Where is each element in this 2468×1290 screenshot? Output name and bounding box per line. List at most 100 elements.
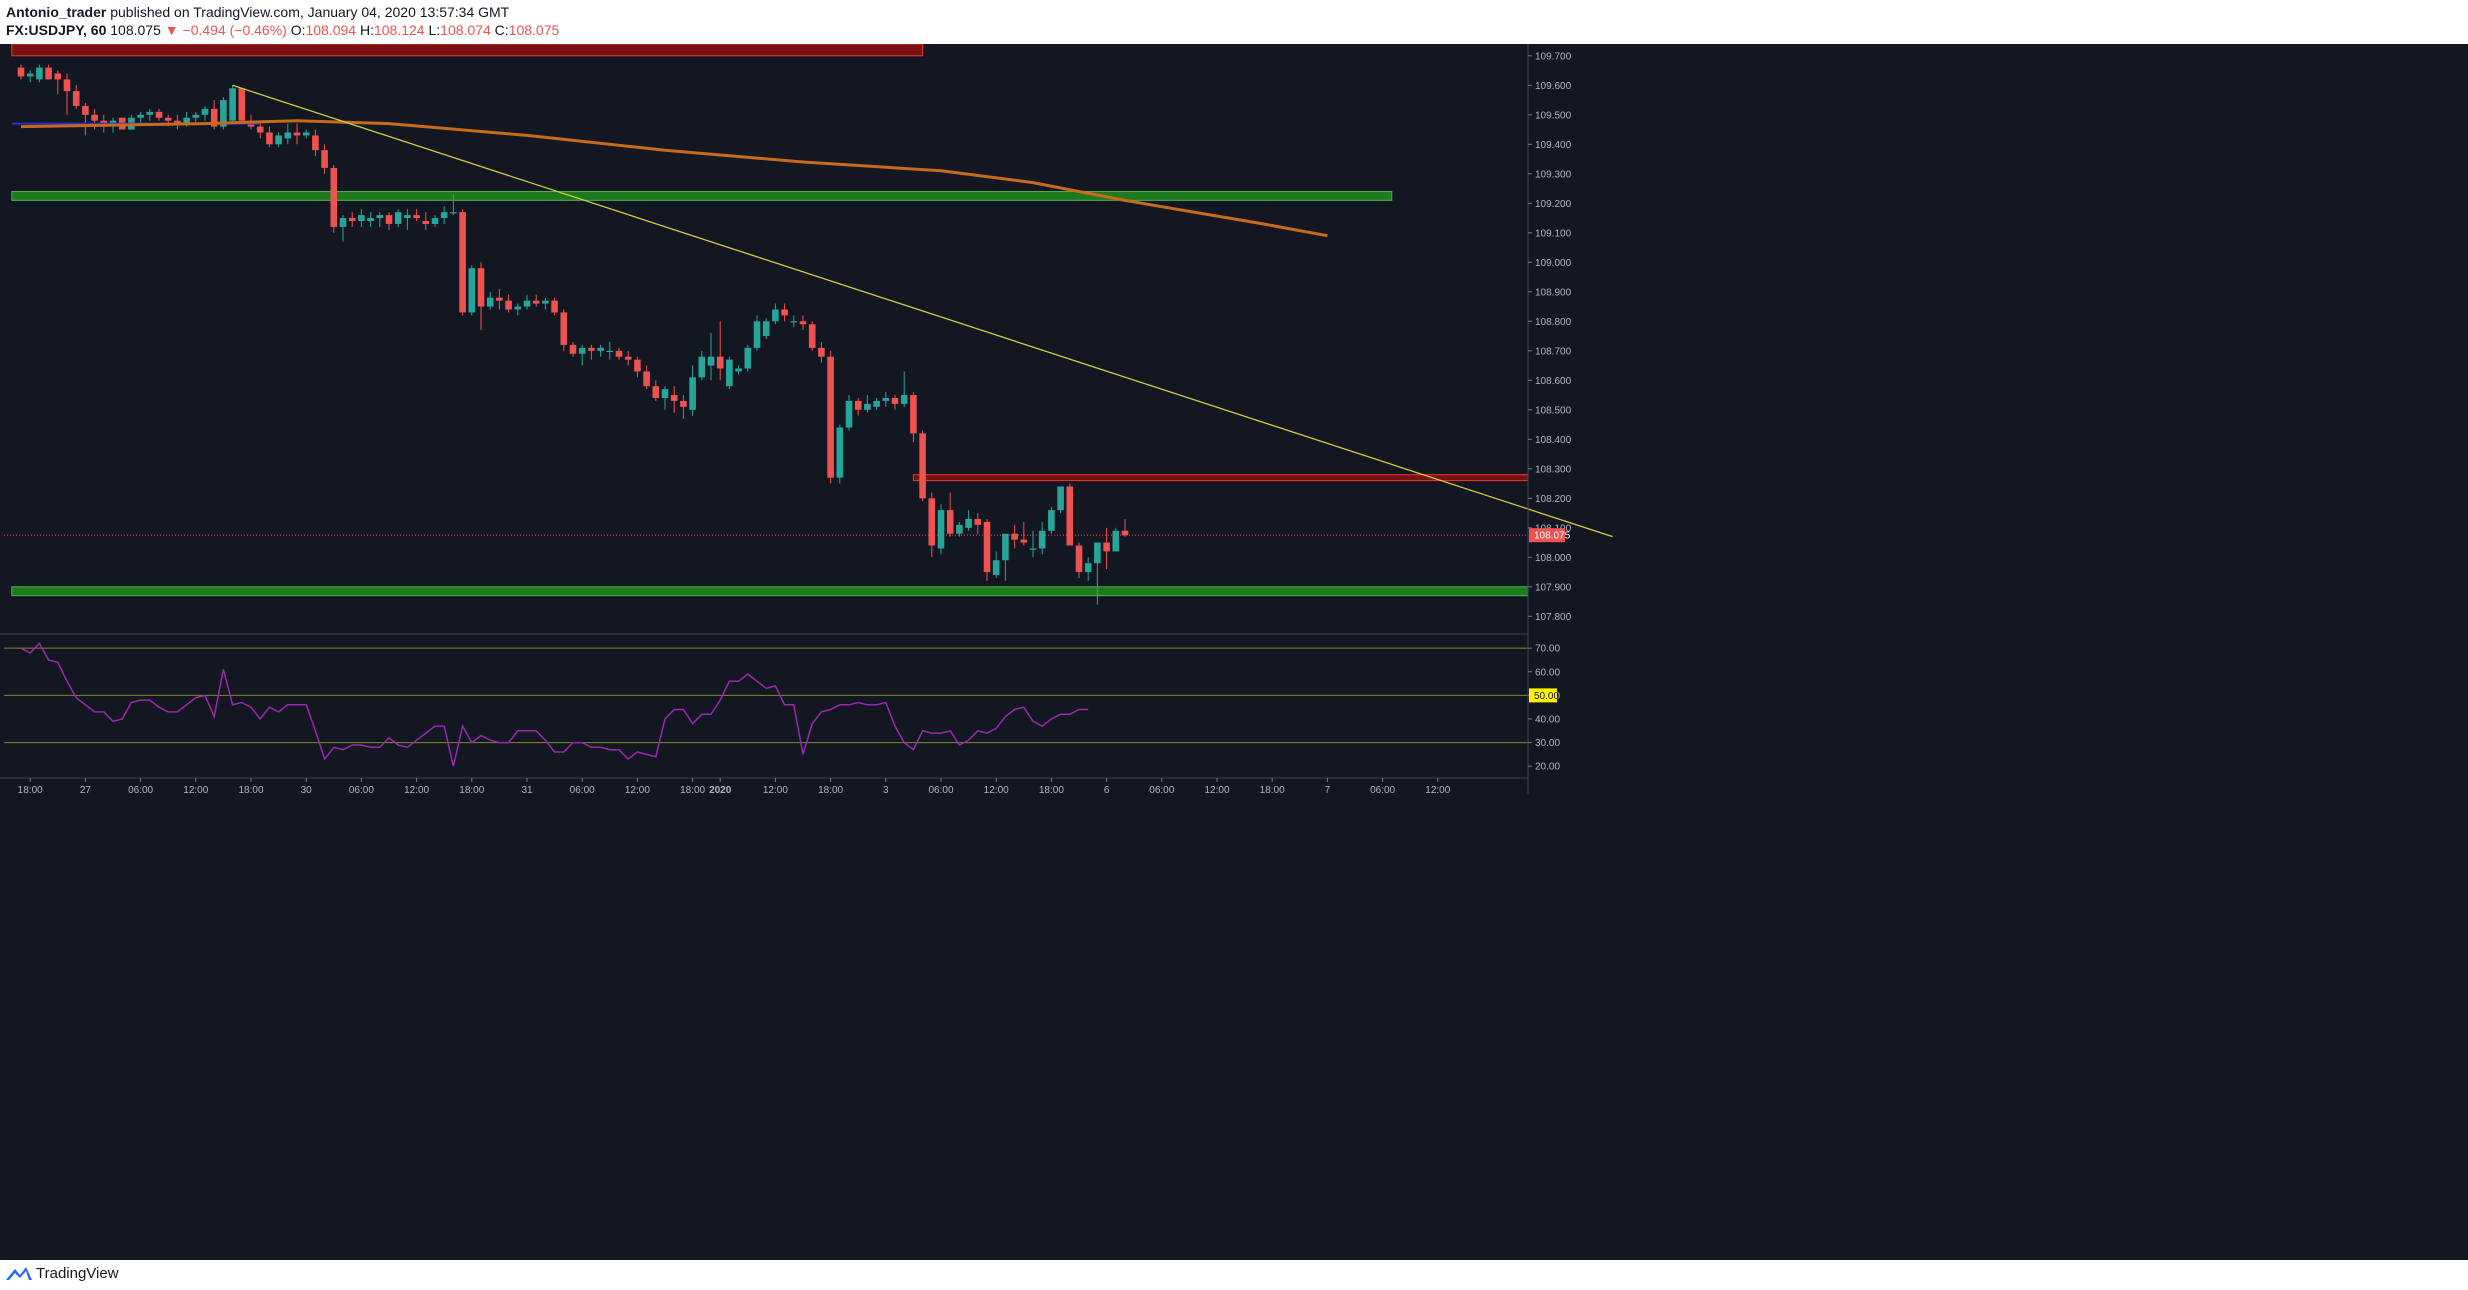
time-tick-label: 7 (1325, 785, 1331, 796)
low-value: 108.074 (440, 22, 491, 38)
candle (845, 395, 853, 431)
candle-body (293, 132, 301, 136)
candle (54, 70, 62, 95)
time-tick-label: 18:00 (1260, 785, 1285, 796)
price-tick-label: 109.500 (1535, 110, 1572, 121)
candle-body (321, 150, 328, 168)
candle-body (1057, 486, 1064, 511)
candle (155, 108, 163, 121)
candle-body (1075, 545, 1083, 573)
candle (26, 70, 34, 83)
tradingview-logo[interactable]: TradingView (6, 1265, 119, 1282)
candle-body (588, 347, 595, 351)
time-tick-label: 18:00 (459, 785, 484, 796)
candle-body (339, 218, 347, 227)
axes-layer: 109.700 109.600 109.500 109.400 109.300 109.2… (0, 44, 1572, 796)
candle (772, 303, 779, 325)
time-tick-label: 18:00 (818, 785, 843, 796)
rsi-current-badge-label: 50.00 (1534, 691, 1559, 702)
candle-body (781, 309, 788, 316)
candle (670, 386, 678, 413)
candle (486, 291, 494, 310)
time-tick-label: 12:00 (1204, 785, 1229, 796)
candle (1066, 483, 1074, 546)
candle-body (818, 347, 825, 357)
resistance-zone-mid (912, 474, 1529, 482)
candle (459, 209, 466, 316)
candle (1020, 521, 1028, 546)
candle (900, 371, 908, 407)
candle (873, 398, 880, 410)
candle-body (63, 79, 71, 92)
candle (827, 350, 834, 484)
candle-body (459, 212, 466, 313)
rsi-current-badge (1529, 688, 1557, 703)
price-chart[interactable]: 109.700 109.600 109.500 109.400 109.300 109.2… (0, 44, 2468, 1260)
candle (698, 350, 706, 381)
candle-body (266, 132, 273, 145)
candle-body (468, 268, 476, 313)
high-label: H: (359, 22, 374, 38)
rsi-tick-label: 40.00 (1535, 714, 1560, 725)
candle-body (937, 510, 945, 549)
candle (615, 347, 623, 360)
candle-body (974, 518, 982, 525)
time-tick-label: 18:00 (680, 785, 705, 796)
tradingview-logo-text: TradingView (36, 1265, 119, 1282)
resistance-zone-top (11, 44, 924, 57)
candle-body (578, 347, 586, 354)
candle-body (358, 215, 365, 221)
candle-body (376, 215, 384, 219)
candle-body (716, 356, 724, 369)
candle-body (919, 433, 926, 499)
candle (238, 88, 246, 124)
time-tick-label: 18:00 (238, 785, 263, 796)
candle-body (615, 350, 623, 357)
candle-body (477, 268, 485, 307)
candle (367, 212, 374, 227)
open-label: O: (290, 22, 306, 38)
candle (404, 209, 411, 230)
candle-body (496, 297, 503, 301)
candle (514, 303, 522, 316)
candle (321, 144, 328, 174)
candle-body (450, 212, 457, 214)
candle-body (440, 212, 448, 219)
candle (569, 341, 577, 357)
rsi-tick-label: 20.00 (1535, 762, 1560, 773)
candle-body (1121, 530, 1129, 536)
candle-body (137, 114, 144, 118)
candle-body (155, 111, 163, 118)
candle (1057, 486, 1064, 514)
candle (1112, 527, 1120, 552)
price-tick-label: 109.000 (1535, 258, 1572, 269)
candle (956, 521, 963, 537)
candle (293, 123, 301, 145)
candle (385, 212, 393, 230)
price-tick-label: 108.400 (1535, 435, 1572, 446)
chart-header: Antonio_trader published on TradingView.… (0, 0, 2468, 44)
candle-body (946, 510, 954, 534)
rsi-tick-label: 60.00 (1535, 667, 1560, 678)
candle (588, 344, 595, 360)
candle-body (1048, 510, 1055, 531)
price-tick-label: 107.800 (1535, 612, 1572, 623)
candle (146, 108, 154, 121)
candle-body (431, 218, 439, 224)
candle (17, 64, 25, 80)
publish-info: Antonio_trader published on TradingView.… (6, 4, 509, 20)
candle-body (238, 88, 246, 121)
candle-body (900, 395, 908, 404)
candle-body (560, 312, 568, 345)
candle-body (91, 114, 98, 121)
candle-body (1094, 542, 1101, 564)
time-tick-label: 18:00 (18, 785, 43, 796)
candle (744, 344, 752, 372)
published-text: published on TradingView.com, January 04… (110, 4, 510, 20)
candle (634, 356, 641, 378)
author-name[interactable]: Antonio_trader (6, 4, 107, 20)
candle-body (17, 67, 25, 77)
symbol-label[interactable]: FX:USDJPY, 60 (6, 22, 107, 38)
candle-body (827, 356, 834, 478)
candle (735, 365, 742, 375)
